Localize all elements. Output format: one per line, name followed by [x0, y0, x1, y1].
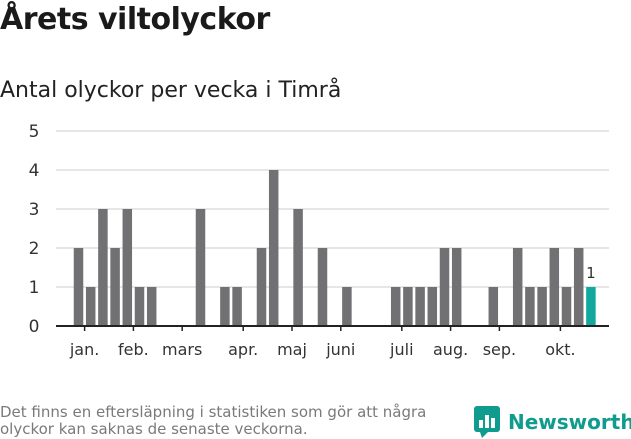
x-tick-label: okt.	[545, 340, 575, 359]
chart-title: Årets viltolyckor	[0, 2, 270, 37]
bars: 1	[73, 170, 596, 326]
x-tick-label: apr.	[228, 340, 258, 359]
brand-name: Newsworthy	[508, 410, 631, 434]
y-tick-label: 3	[29, 200, 40, 220]
bar-week-37	[512, 248, 523, 326]
bar-chart-speech-bubble-icon	[474, 406, 500, 438]
bar-week-42	[573, 248, 584, 326]
bar-week-11	[195, 209, 206, 326]
x-tick-label: feb.	[118, 340, 149, 359]
bar-week-28	[403, 287, 413, 326]
bar-week-23	[342, 287, 352, 326]
bar-week-2	[85, 287, 96, 326]
x-tick-label: maj	[277, 340, 307, 359]
bar-week-31	[439, 248, 450, 326]
y-tick-label: 5	[29, 122, 40, 142]
bar-week-38	[525, 287, 535, 326]
data-label: 1	[586, 264, 596, 282]
bar-week-29	[415, 287, 425, 326]
bar-week-35	[488, 287, 499, 326]
bar-week-17	[268, 170, 279, 326]
bar-week-41	[561, 287, 572, 326]
x-tick-label: juni	[325, 340, 355, 359]
y-tick-label: 0	[29, 317, 40, 337]
bar-week-32	[451, 248, 462, 326]
bar-week-5	[122, 209, 133, 326]
gridlines	[56, 130, 609, 288]
x-tick-label: jan.	[69, 340, 99, 359]
chart-subtitle: Antal olyckor per vecka i Timrå	[0, 78, 342, 103]
bar-week-21	[317, 248, 328, 326]
bar-week-6	[134, 287, 145, 326]
bar-week-27	[390, 287, 401, 326]
y-tick-label: 2	[29, 239, 40, 259]
y-axis-labels: 0 1 2 3 4 5	[29, 122, 40, 337]
bar-chart: 0 1 2 3 4 5 1 jan. feb. mars apr. maj juni juli aug.…	[29, 122, 609, 359]
bar-week-19	[293, 209, 303, 326]
bar-week-7	[146, 287, 157, 326]
footnote: Det finns en eftersläpning i statistiken…	[0, 403, 427, 438]
bar-week-16	[256, 248, 267, 326]
bar-week-14	[232, 287, 242, 326]
bar-week-39	[537, 287, 547, 326]
x-tick-label: sep.	[483, 340, 516, 359]
bar-week-4	[110, 248, 120, 326]
x-axis: jan. feb. mars apr. maj juni juli aug. sep. okt.	[56, 325, 609, 359]
bar-week-13	[220, 287, 230, 326]
bar-week-30	[427, 287, 438, 326]
y-tick-label: 4	[29, 161, 40, 181]
x-tick-label: aug.	[433, 340, 468, 359]
bar-week-43	[586, 287, 596, 326]
bar-week-40	[549, 248, 560, 326]
y-tick-label: 1	[29, 278, 40, 298]
bar-week-3	[98, 209, 108, 326]
bar-week-1	[73, 248, 84, 326]
x-tick-label: mars	[162, 340, 202, 359]
brand-logo[interactable]: Newsworthy	[474, 406, 631, 438]
x-tick-label: juli	[389, 340, 413, 359]
